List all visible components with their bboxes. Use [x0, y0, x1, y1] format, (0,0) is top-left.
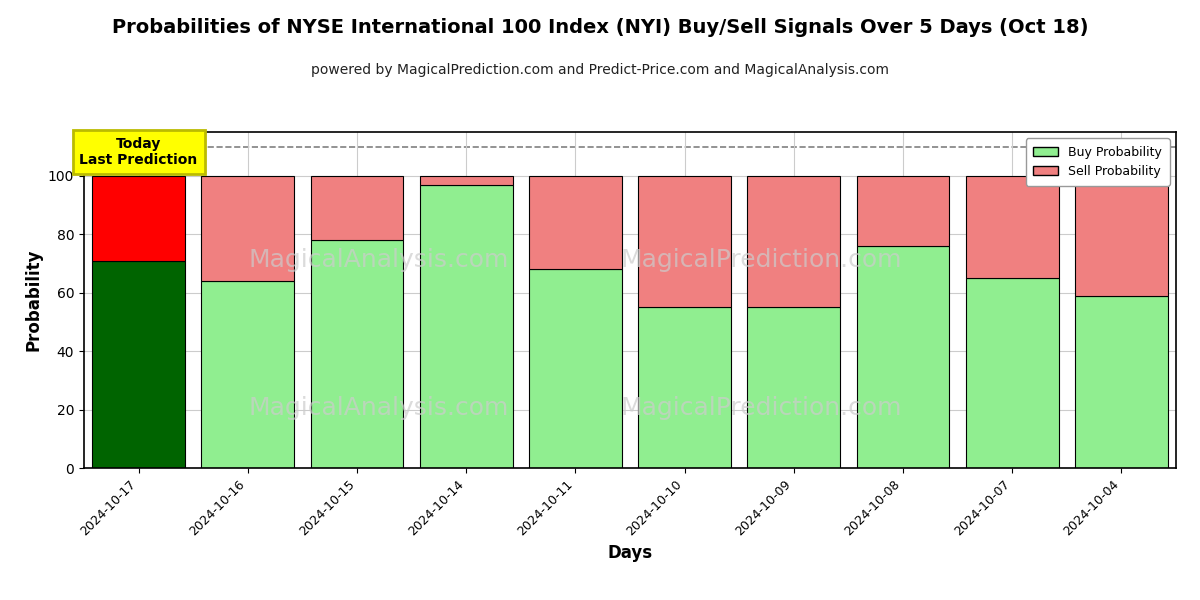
Bar: [638, 176, 731, 307]
Bar: [748, 307, 840, 468]
Bar: [92, 176, 185, 260]
Bar: [420, 176, 512, 185]
Text: MagicalAnalysis.com: MagicalAnalysis.com: [248, 248, 509, 272]
Bar: [966, 278, 1058, 468]
Bar: [202, 176, 294, 281]
Bar: [311, 240, 403, 468]
Text: Probabilities of NYSE International 100 Index (NYI) Buy/Sell Signals Over 5 Days: Probabilities of NYSE International 100 …: [112, 18, 1088, 37]
Bar: [529, 176, 622, 269]
Bar: [1075, 176, 1168, 296]
Bar: [92, 260, 185, 468]
Legend: Buy Probability, Sell Probability: Buy Probability, Sell Probability: [1026, 138, 1170, 185]
Bar: [857, 246, 949, 468]
Bar: [202, 281, 294, 468]
Bar: [748, 176, 840, 307]
Bar: [857, 176, 949, 246]
Text: MagicalPrediction.com: MagicalPrediction.com: [620, 395, 901, 419]
Text: MagicalPrediction.com: MagicalPrediction.com: [620, 248, 901, 272]
Bar: [529, 269, 622, 468]
Bar: [1075, 296, 1168, 468]
Text: Today
Last Prediction: Today Last Prediction: [79, 137, 198, 167]
X-axis label: Days: Days: [607, 544, 653, 562]
Bar: [420, 185, 512, 468]
Text: MagicalAnalysis.com: MagicalAnalysis.com: [248, 395, 509, 419]
Bar: [638, 307, 731, 468]
Bar: [311, 176, 403, 240]
Y-axis label: Probability: Probability: [24, 249, 42, 351]
Text: powered by MagicalPrediction.com and Predict-Price.com and MagicalAnalysis.com: powered by MagicalPrediction.com and Pre…: [311, 63, 889, 77]
Bar: [966, 176, 1058, 278]
